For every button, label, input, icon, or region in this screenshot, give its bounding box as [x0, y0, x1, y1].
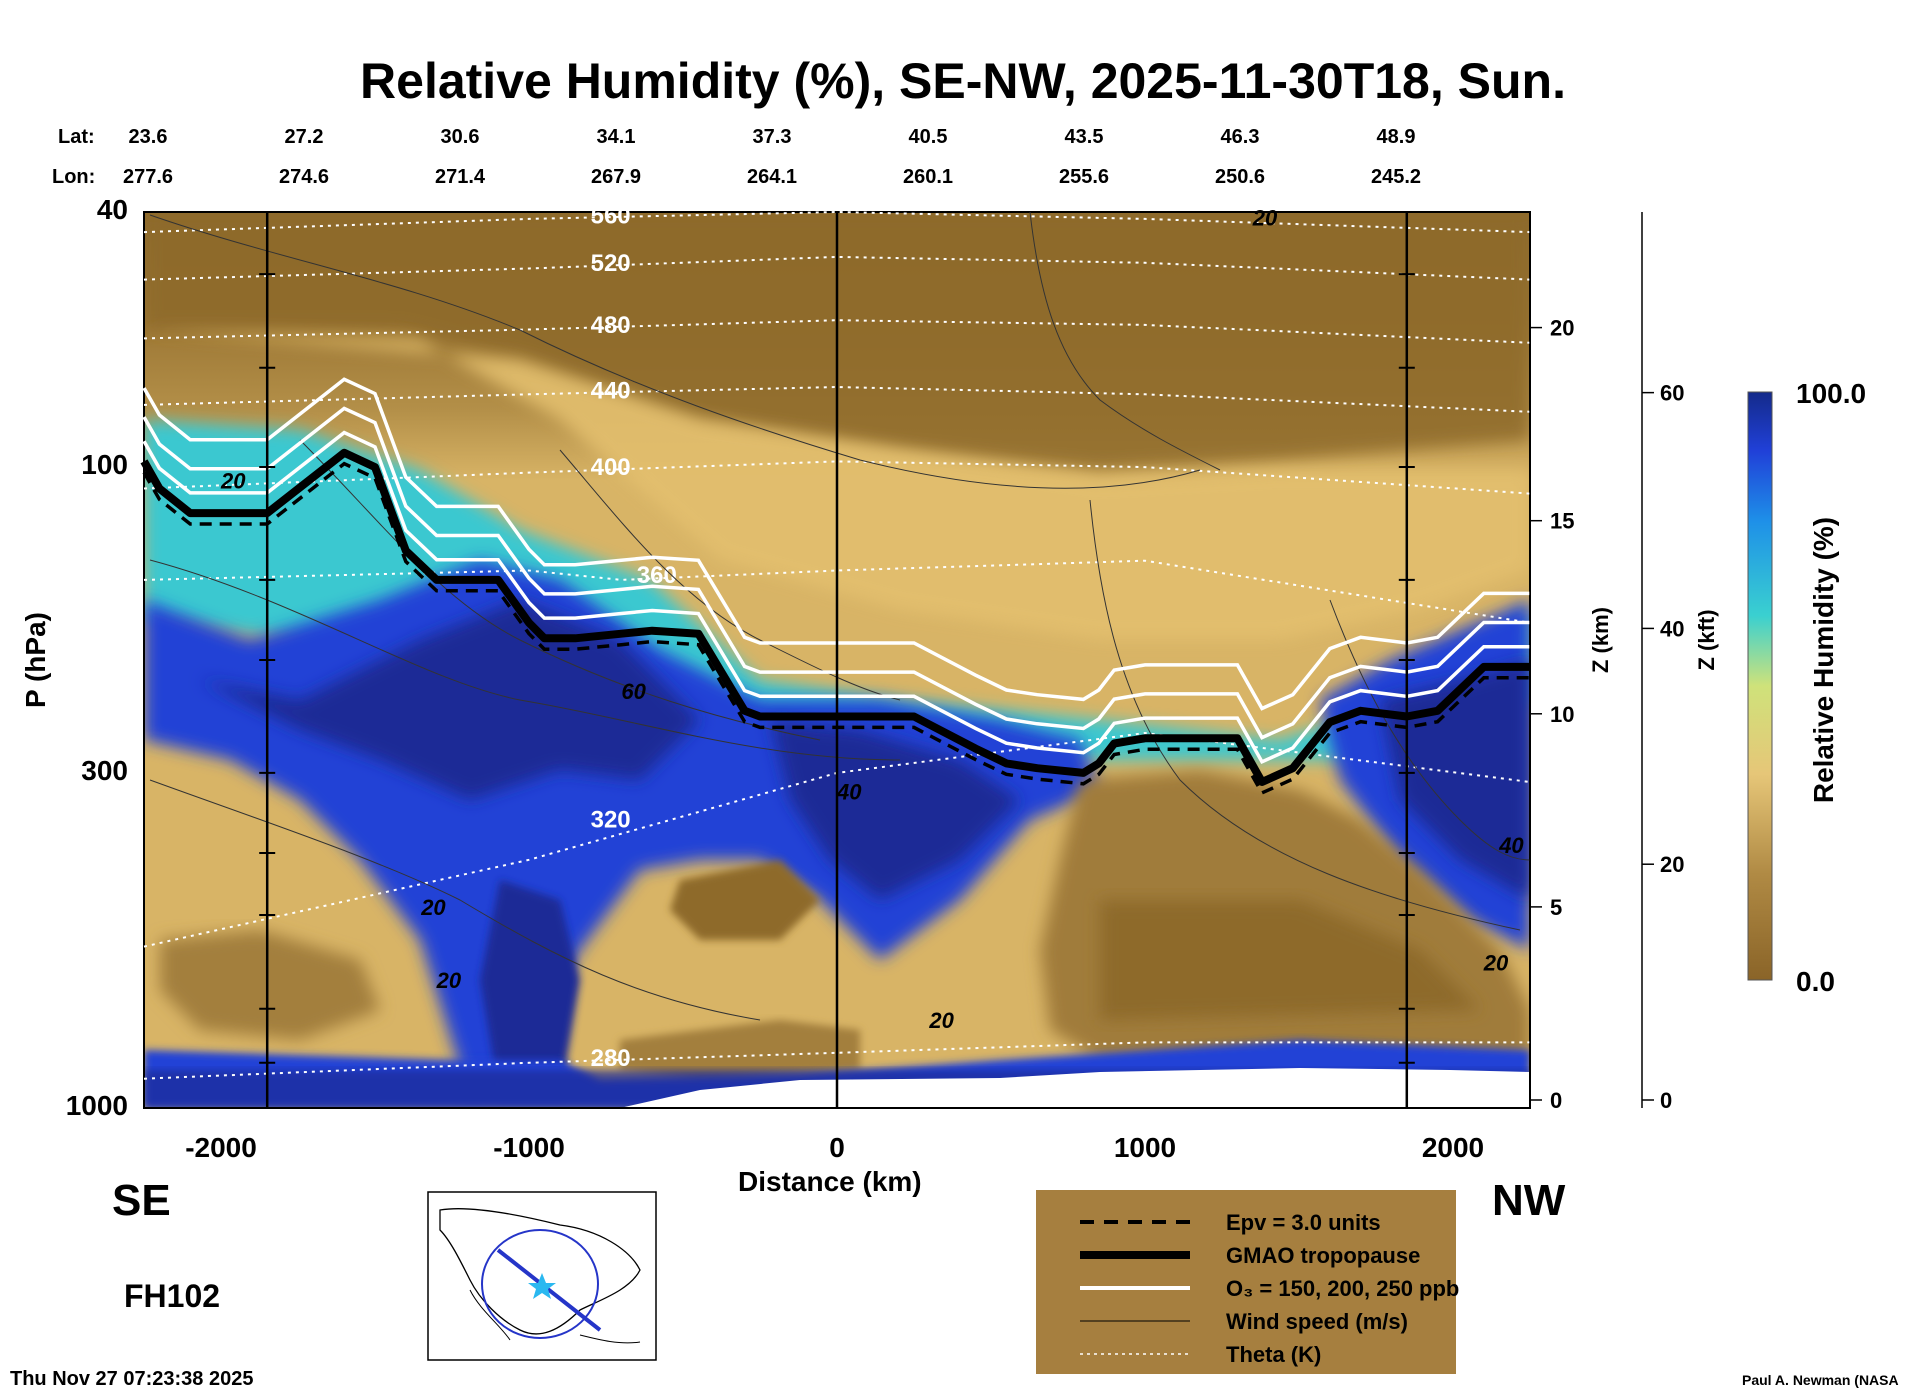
- lat-value: 40.5: [908, 126, 948, 148]
- theta-line-520: [143, 255, 1531, 281]
- wind-label: 20: [1483, 950, 1509, 975]
- timestamp: Thu Nov 27 07:23:38 2025: [10, 1368, 254, 1390]
- distance-tick-label: 0: [829, 1132, 845, 1163]
- lat-value: 30.6: [440, 126, 480, 148]
- theta-label-520: 520: [591, 250, 631, 277]
- theta-label-360: 360: [637, 562, 677, 589]
- z-km-label: 5: [1550, 895, 1562, 920]
- theta-label-480: 480: [591, 312, 631, 339]
- x-axis-title: Distance (km): [738, 1166, 922, 1197]
- z-kft-label: 0: [1660, 1088, 1672, 1113]
- wind-label: 20: [220, 468, 246, 493]
- lon-value: 274.6: [278, 166, 330, 188]
- lat-value: 37.3: [752, 126, 792, 148]
- pressure-tick-label: 100: [81, 449, 128, 481]
- z-kft-label: 40: [1660, 616, 1684, 641]
- z-km-label: 15: [1550, 509, 1574, 534]
- wind-label: 20: [420, 895, 446, 920]
- pressure-tick-label: 40: [96, 194, 128, 225]
- wind-label: 40: [1498, 833, 1524, 858]
- distance-tick-label: 2000: [1421, 1132, 1485, 1163]
- y-axis-title: P (hPa): [20, 612, 51, 708]
- wind-label: 60: [621, 679, 646, 704]
- lat-value: 34.1: [596, 126, 636, 148]
- distance-tick-label: 1000: [1113, 1132, 1177, 1163]
- right-direction: NW: [1492, 1176, 1566, 1225]
- lon-value: 267.9: [590, 166, 642, 188]
- colorbar: [1747, 391, 1773, 981]
- legend-item-wind: Wind speed (m/s): [1226, 1309, 1408, 1334]
- z-km-label: 10: [1550, 702, 1574, 727]
- distance-tick-label: -1000: [493, 1132, 565, 1163]
- z-km-label: 0: [1550, 1088, 1562, 1113]
- lon-label: Lon:: [52, 166, 96, 188]
- chart-title: Relative Humidity (%), SE-NW, 2025-11-30…: [360, 53, 1566, 109]
- legend-item-epv: Epv = 3.0 units: [1226, 1210, 1381, 1235]
- lat-label: Lat:: [58, 126, 95, 148]
- lon-value: 250.6: [1214, 166, 1266, 188]
- forecast-hour: FH102: [124, 1278, 221, 1314]
- legend-item-ozone: O₃ = 150, 200, 250 ppb: [1226, 1276, 1460, 1301]
- legend-swatches: [1080, 1220, 1190, 1355]
- z-kft-label: 20: [1660, 852, 1684, 877]
- colorbar-min: 0.0: [1796, 966, 1835, 997]
- theta-line-560: [143, 210, 1531, 234]
- theta-line-440: [143, 385, 1531, 413]
- z-km-ticks: 20 15 10 5 0: [1530, 316, 1574, 1113]
- theta-label-280: 280: [591, 1045, 631, 1072]
- theta-line-400: [143, 460, 1531, 495]
- lon-value: 271.4: [434, 166, 486, 188]
- z-kft-ticks: 60 40 20 0: [1642, 381, 1684, 1113]
- z-km-title: Z (km): [1588, 607, 1613, 673]
- pressure-tick-label: 300: [81, 754, 128, 786]
- theta-line-480: [143, 319, 1531, 344]
- theta-line-360: [143, 559, 1531, 624]
- wind-speed-contours: 20 20 20 60 40 20 20 40 20: [149, 206, 1531, 1033]
- legend-item-theta: Theta (K): [1226, 1342, 1322, 1367]
- lat-value: 48.9: [1376, 126, 1416, 148]
- lon-value: 260.1: [902, 166, 954, 188]
- wind-label: 40: [836, 779, 862, 804]
- theta-label-440: 440: [591, 378, 631, 405]
- z-km-label: 20: [1550, 316, 1574, 341]
- inset-map: [427, 1191, 657, 1361]
- wind-label: 20: [928, 1008, 954, 1033]
- lon-value: 255.6: [1058, 166, 1110, 188]
- z-kft-label: 60: [1660, 381, 1684, 406]
- credit: Paul A. Newman (NASA: [1742, 1372, 1899, 1388]
- legend: Epv = 3.0 units GMAO tropopause O₃ = 150…: [1036, 1190, 1460, 1374]
- lat-value: 23.6: [128, 126, 168, 148]
- pressure-tick-label: 1000: [65, 1090, 128, 1121]
- theta-label-400: 400: [591, 454, 631, 481]
- wind-label: 20: [436, 968, 462, 993]
- legend-item-tropopause: GMAO tropopause: [1226, 1243, 1421, 1268]
- z-kft-title: Z (kft): [1694, 609, 1719, 671]
- theta-label-320: 320: [591, 807, 631, 834]
- colorbar-title: Relative Humidity (%): [1808, 516, 1839, 804]
- lat-value: 27.2: [284, 126, 324, 148]
- theta-line-280: [143, 1041, 1530, 1080]
- left-direction: SE: [112, 1176, 171, 1225]
- lat-value: 43.5: [1064, 126, 1104, 148]
- theta-contours: 280 320 360 400 440 480 520 560: [143, 202, 1531, 1080]
- lat-value: 46.3: [1220, 126, 1260, 148]
- colorbar-max: 100.0: [1796, 378, 1867, 409]
- lon-value: 264.1: [746, 166, 798, 188]
- location-markers: [259, 212, 1415, 1108]
- theta-label-560: 560: [591, 202, 631, 229]
- wind-label: 20: [1252, 206, 1278, 231]
- lon-value: 245.2: [1370, 166, 1422, 188]
- lon-value: 277.6: [122, 166, 174, 188]
- distance-tick-label: -2000: [185, 1132, 257, 1163]
